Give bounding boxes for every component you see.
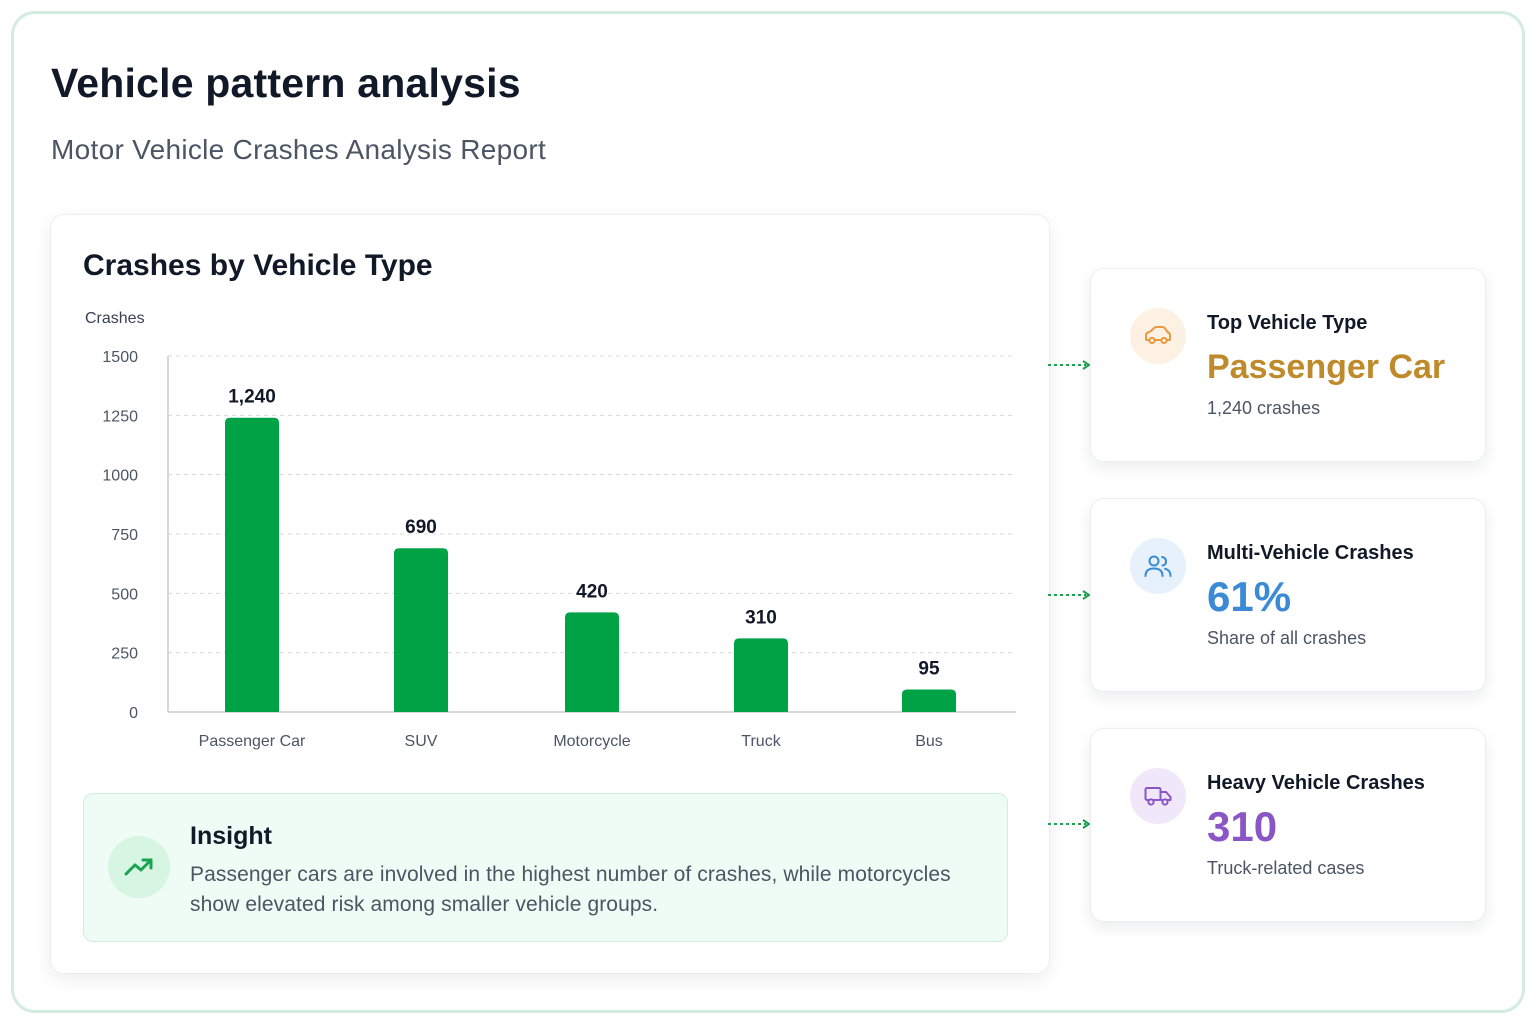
stat-value: Passenger Car xyxy=(1207,348,1446,386)
y-tick-label: 1500 xyxy=(102,349,138,366)
car-icon xyxy=(1130,308,1186,364)
x-tick-label: Bus xyxy=(915,733,943,750)
y-tick-label: 750 xyxy=(111,527,138,544)
stat-value: 310 xyxy=(1207,803,1278,850)
x-tick-label: Passenger Car xyxy=(199,733,306,750)
x-tick-label: SUV xyxy=(405,733,438,750)
bar xyxy=(225,417,279,712)
bar-value-label: 420 xyxy=(576,581,608,602)
stat-note: Share of all crashes xyxy=(1207,628,1367,648)
stat-card-multi-vehicle: Multi-Vehicle Crashes 61% Share of all c… xyxy=(1090,498,1486,692)
bar xyxy=(565,612,619,712)
truck-icon xyxy=(1130,768,1186,824)
page-title: Vehicle pattern analysis xyxy=(51,60,521,106)
bar xyxy=(734,638,788,712)
connector-arrow-icon xyxy=(1048,360,1091,370)
bar-value-label: 1,240 xyxy=(228,387,276,408)
users-icon xyxy=(1130,538,1186,594)
chart-title: Crashes by Vehicle Type xyxy=(83,249,433,282)
x-tick-label: Truck xyxy=(741,733,781,750)
bar-value-label: 310 xyxy=(745,607,777,628)
bar-value-label: 690 xyxy=(405,517,437,538)
stat-card-top-vehicle-type: Top Vehicle Type Passenger Car 1,240 cra… xyxy=(1090,268,1486,462)
bar xyxy=(394,548,448,712)
stat-note: Truck-related cases xyxy=(1207,858,1365,878)
insight-title: Insight xyxy=(190,822,272,850)
trend-up-icon xyxy=(108,836,170,898)
x-tick-label: Motorcycle xyxy=(553,733,630,750)
bar-chart: Crashes 0 250 500 750 1000 1250 1500 1,240 Passen… xyxy=(85,310,1016,750)
stat-label: Top Vehicle Type xyxy=(1207,312,1368,334)
stat-card-heavy-vehicle: Heavy Vehicle Crashes 310 Truck-related … xyxy=(1090,728,1486,922)
stat-note: 1,240 crashes xyxy=(1207,398,1321,418)
stat-label: Multi-Vehicle Crashes xyxy=(1207,542,1414,564)
y-tick-label: 1000 xyxy=(102,468,138,485)
connector-arrow-icon xyxy=(1048,819,1091,829)
y-tick-label: 500 xyxy=(111,586,138,603)
y-tick-label: 0 xyxy=(129,705,138,722)
y-tick-label: 1250 xyxy=(102,408,138,425)
bar xyxy=(902,689,956,712)
connector-arrow-icon xyxy=(1048,590,1091,600)
stat-label: Heavy Vehicle Crashes xyxy=(1207,772,1425,794)
chart-card: Crashes 0 250 500 750 1000 1250 1500 1,240 Passen… xyxy=(50,214,1050,974)
insight-text: Passenger cars are involved in the highe… xyxy=(190,863,951,916)
y-axis-label: Crashes xyxy=(85,310,145,327)
bar-value-label: 95 xyxy=(918,658,940,679)
stat-value: 61% xyxy=(1207,573,1292,620)
y-tick-label: 250 xyxy=(111,646,138,663)
page-subtitle: Motor Vehicle Crashes Analysis Report xyxy=(51,134,547,165)
insight-box: Insight Passenger cars are involved in t… xyxy=(83,793,1008,942)
